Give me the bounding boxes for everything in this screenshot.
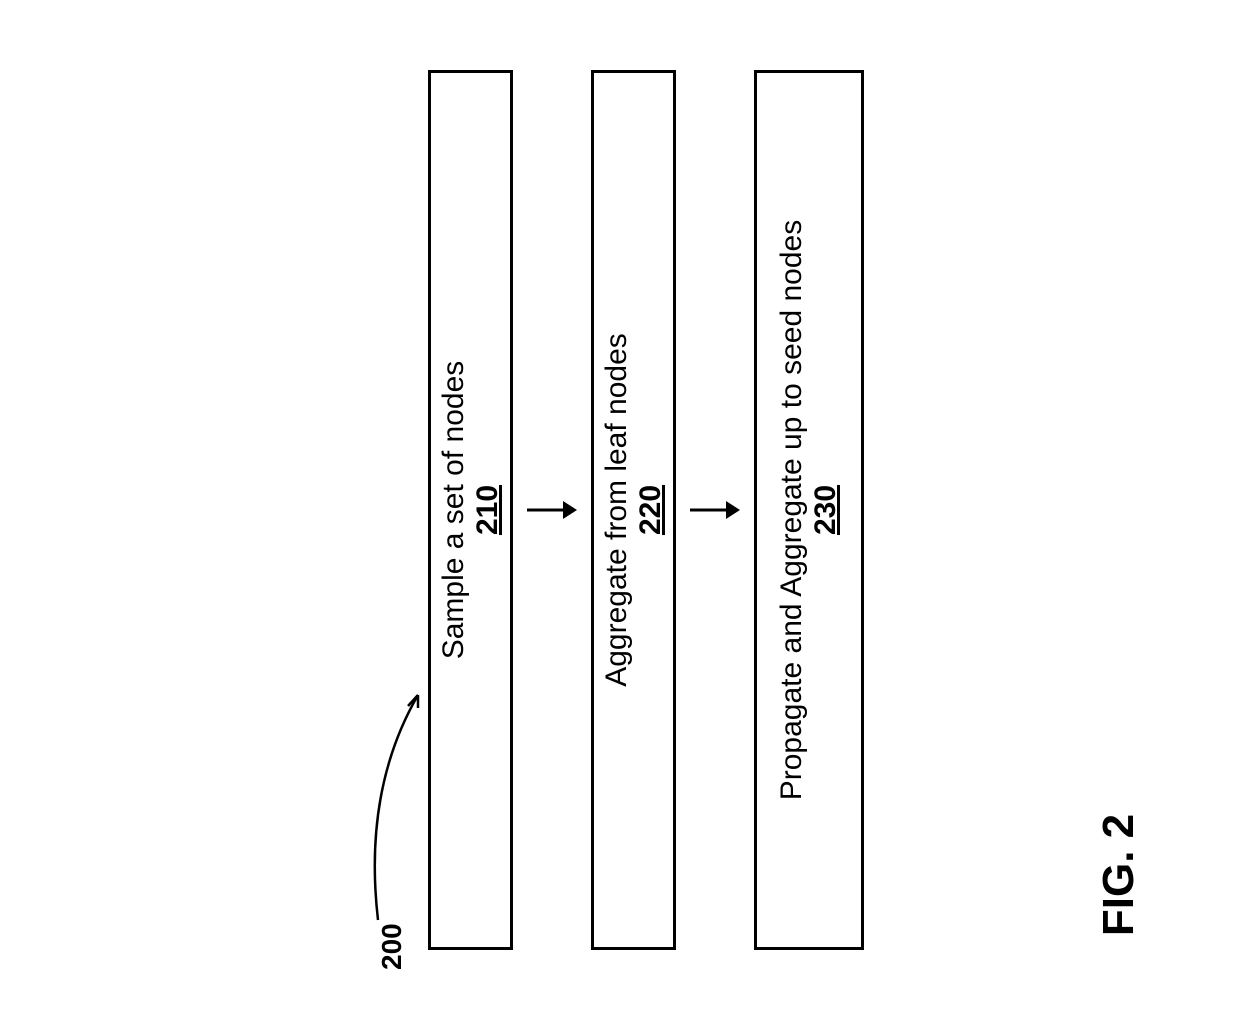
diagram-label-wrap: 200 xyxy=(376,60,416,960)
flow-step-3: Propagate and Aggregate up to seed nodes… xyxy=(754,70,864,950)
flow-step-number: 210 xyxy=(471,485,505,535)
curved-arrow-icon xyxy=(368,670,438,930)
figure-caption: FIG. 2 xyxy=(1094,814,1144,936)
flowchart-container: 200 Sample a set of nodes 210 Aggregate … xyxy=(376,60,864,960)
arrow-down-icon xyxy=(690,495,740,525)
flow-step-title: Aggregate from leaf nodes xyxy=(600,333,634,687)
arrow-down-icon xyxy=(527,495,577,525)
flow-step-number: 220 xyxy=(634,485,668,535)
flow-step-2: Aggregate from leaf nodes 220 xyxy=(591,70,676,950)
flow-step-number: 230 xyxy=(809,485,843,535)
flow-step-title: Sample a set of nodes xyxy=(437,361,471,660)
diagram-reference-number: 200 xyxy=(376,923,408,970)
flow-step-1: Sample a set of nodes 210 xyxy=(428,70,513,950)
flow-step-title: Propagate and Aggregate up to seed nodes xyxy=(775,220,809,800)
